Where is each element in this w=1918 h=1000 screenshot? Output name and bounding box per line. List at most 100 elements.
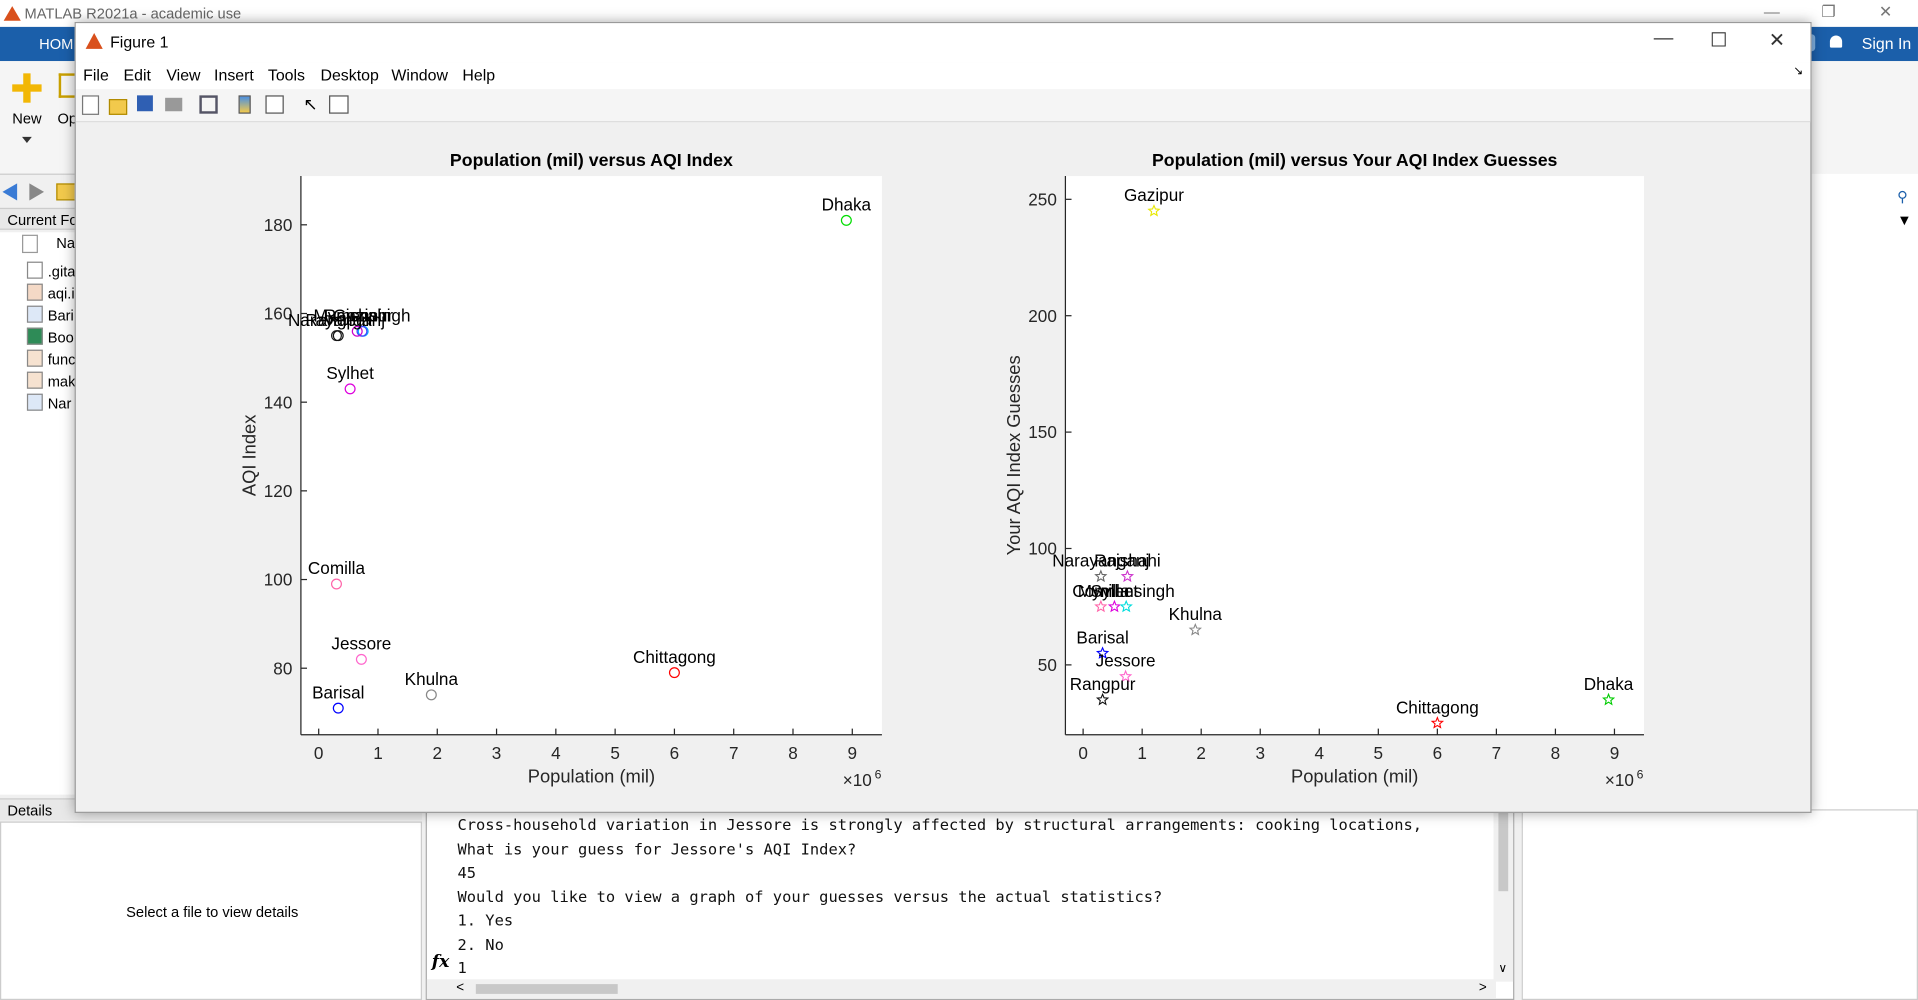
command-output-line: Would you like to view a graph of your g…	[457, 887, 1163, 906]
figure-title: Figure 1	[110, 33, 169, 52]
vertical-scrollbar[interactable]: ∨	[1493, 810, 1514, 982]
x-tick-label: 6	[670, 744, 680, 763]
figure-menu-bar: File Edit View Insert Tools Desktop Wind…	[75, 62, 1811, 90]
new-button[interactable]: New	[12, 110, 42, 128]
menu-tools[interactable]: Tools	[267, 66, 306, 85]
data-point	[1107, 599, 1121, 613]
scroll-left-icon[interactable]: <	[456, 980, 465, 996]
close-icon[interactable]: ✕	[1878, 2, 1893, 21]
file-list-item[interactable]: func	[26, 349, 75, 368]
search-icon[interactable]: ⚲	[1897, 188, 1908, 206]
file-list-item[interactable]: Bari	[26, 305, 74, 324]
point-label: Dhaka	[1584, 675, 1634, 694]
figure-window[interactable]: Figure 1 — ☐ ✕ File Edit View Insert Too…	[74, 22, 1812, 813]
point-label: Barisal	[1076, 628, 1128, 647]
script-file-icon	[26, 371, 43, 389]
minimize-icon[interactable]: —	[1763, 2, 1780, 21]
forward-arrow-icon[interactable]	[29, 183, 45, 201]
scroll-right-icon[interactable]: >	[1478, 980, 1487, 996]
command-output-line: What is your guess for Jessore's AQI Ind…	[457, 839, 857, 859]
menu-insert[interactable]: Insert	[214, 66, 254, 85]
menu-desktop[interactable]: Desktop	[320, 66, 379, 85]
x-axis-exponent-power: 6	[875, 768, 882, 782]
link-plot-icon[interactable]	[199, 95, 218, 114]
file-list-item[interactable]: aqi.i	[26, 283, 75, 302]
point-label: Rajshahi	[1094, 552, 1161, 571]
x-tick-label: 2	[433, 744, 443, 763]
file-list-item[interactable]: .gita	[26, 261, 75, 280]
x-tick-label: 1	[1137, 744, 1147, 763]
file-icon	[26, 261, 43, 279]
menu-file[interactable]: File	[83, 66, 109, 85]
matlab-logo-icon	[3, 6, 21, 21]
point-label: Sylhet	[326, 364, 374, 383]
menu-edit[interactable]: Edit	[123, 66, 151, 85]
restore-icon[interactable]: ❐	[1821, 2, 1836, 21]
y-tick-label: 140	[264, 393, 293, 412]
y-tick-label: 50	[1038, 656, 1057, 675]
colorbar-icon[interactable]	[238, 95, 251, 114]
print-icon[interactable]	[165, 97, 183, 112]
data-point	[1147, 204, 1161, 217]
x-tick-label: 5	[610, 744, 620, 763]
menu-window[interactable]: Window	[391, 66, 448, 85]
pointer-icon[interactable]: ↖	[303, 94, 318, 114]
name-column-header[interactable]: Na	[56, 234, 76, 252]
scrollbar-thumb[interactable]	[475, 984, 618, 994]
notification-bell-icon[interactable]	[1829, 35, 1843, 48]
tab-home[interactable]: HOME	[39, 35, 84, 53]
x-tick-label: 9	[848, 744, 858, 763]
command-output-line: 2. No	[457, 935, 504, 954]
point-label: Comilla	[1072, 582, 1130, 601]
back-arrow-icon[interactable]	[2, 183, 18, 201]
options-menu-icon[interactable]: ▼	[1897, 211, 1912, 229]
file-list-item[interactable]: Nar	[26, 393, 71, 412]
data-point	[1602, 692, 1616, 706]
open-folder-icon[interactable]	[58, 73, 76, 98]
point-label: Khulna	[405, 670, 459, 689]
horizontal-scrollbar[interactable]: < >	[426, 979, 1496, 999]
command-window[interactable]: Cross-household variation in Jessore is …	[425, 809, 1515, 1000]
y-tick-label: 80	[273, 659, 292, 678]
command-output-line: Cross-household variation in Jessore is …	[457, 815, 1423, 834]
y-tick-label: 200	[1028, 307, 1057, 326]
maximize-icon[interactable]: ☐	[1710, 30, 1728, 52]
scroll-down-icon[interactable]: ∨	[1498, 962, 1508, 976]
folder-nav-bar	[0, 178, 76, 205]
x-tick-label: 6	[1433, 744, 1443, 763]
chevron-down-icon[interactable]	[22, 136, 32, 144]
up-folder-icon[interactable]	[56, 183, 76, 201]
close-icon[interactable]: ✕	[1768, 30, 1786, 52]
x-axis-exponent: ×10	[843, 771, 872, 790]
x-tick-label: 8	[1551, 744, 1561, 763]
legend-icon[interactable]	[265, 95, 284, 114]
data-point	[330, 578, 342, 590]
command-input-line[interactable]: 1	[457, 958, 467, 977]
menu-view[interactable]: View	[166, 66, 201, 85]
point-label: Comilla	[308, 559, 366, 578]
new-figure-icon[interactable]	[81, 95, 100, 115]
fx-prompt-icon[interactable]: fx	[431, 952, 450, 972]
figure-title-bar[interactable]: Figure 1 — ☐ ✕	[75, 23, 1811, 63]
open-file-icon[interactable]	[108, 99, 128, 115]
menu-help[interactable]: Help	[462, 66, 496, 85]
property-inspector-icon[interactable]	[329, 95, 349, 114]
file-list-item[interactable]: mak	[26, 371, 75, 390]
details-empty-message: Select a file to view details	[126, 903, 299, 921]
point-label: Sylhet	[1091, 582, 1139, 601]
data-point	[840, 214, 852, 226]
minimize-icon[interactable]: —	[1653, 28, 1674, 49]
scrollbar-thumb[interactable]	[1498, 810, 1509, 892]
sign-in-link[interactable]: Sign In	[1861, 34, 1912, 53]
data-point	[1119, 599, 1133, 613]
dock-arrow-icon[interactable]: ↘	[1793, 64, 1804, 79]
open-button[interactable]: Op	[57, 110, 78, 128]
x-tick-label: 3	[1255, 744, 1265, 763]
file-list-item[interactable]: Boo	[26, 327, 74, 346]
save-icon[interactable]	[136, 95, 153, 112]
data-point	[351, 325, 363, 337]
x-tick-label: 1	[373, 744, 383, 763]
y-tick-label: 100	[264, 571, 293, 590]
new-plus-icon[interactable]	[12, 73, 42, 103]
